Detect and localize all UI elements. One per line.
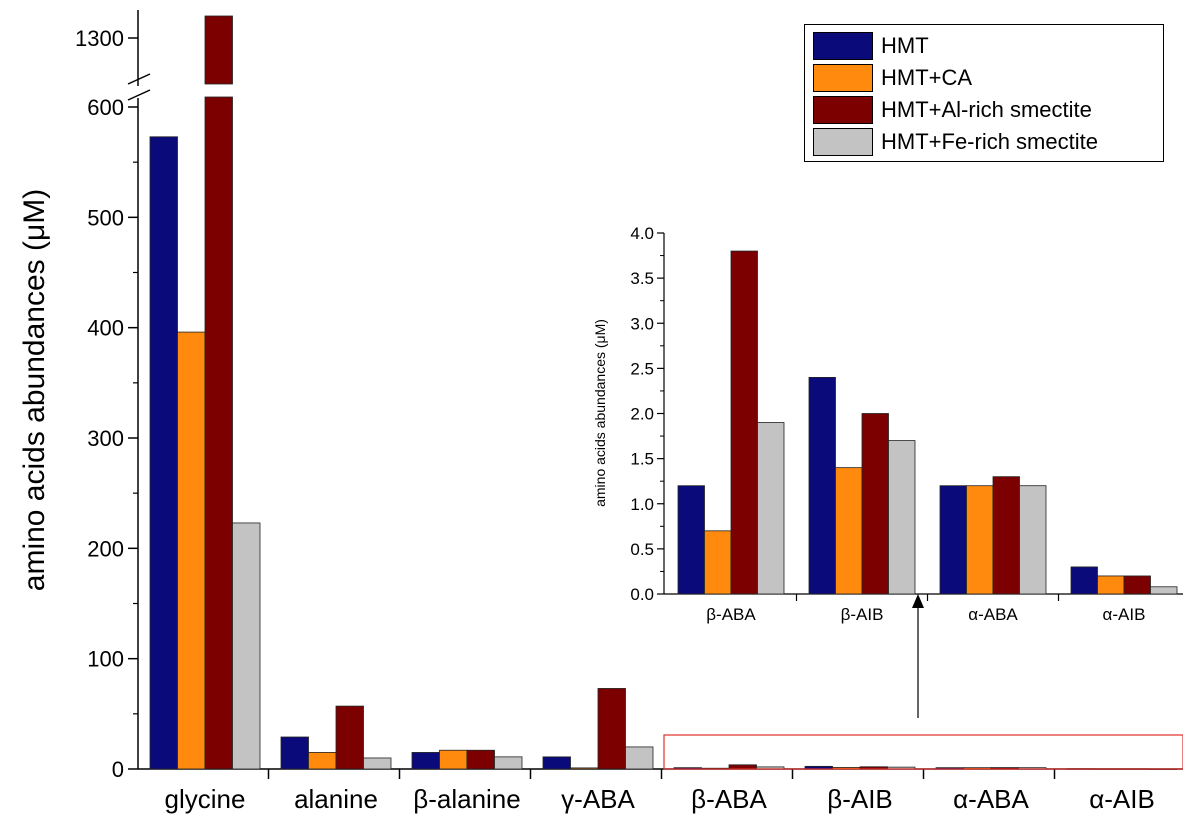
legend: HMT HMT+CA HMT+Al-rich smectite HMT+Fe-r…: [804, 24, 1164, 162]
bar-alanine-hmt-fe-rich-smectite: [363, 757, 392, 770]
legend-item-hmt-al: HMT+Al-rich smectite: [813, 95, 1092, 125]
inset-bar-aib-hmt-ca: [835, 467, 863, 595]
x-tick-label-glycine: glycine: [165, 784, 246, 814]
inset-y-tick-label: 3.5: [630, 269, 654, 288]
y-tick-label: 500: [87, 205, 124, 230]
legend-item-hmt-fe: HMT+Fe-rich smectite: [813, 127, 1098, 157]
inset-bar-aba-hmt: [677, 485, 705, 595]
inset-y-tick-label: 0.0: [630, 585, 654, 604]
bar-alanine-hmt-al-rich-smectite: [335, 705, 364, 770]
annotations: [663, 594, 1183, 770]
inset-bar-aib-hmt-fe-rich-smectite: [1150, 586, 1178, 595]
bar-aba-hmt-ca: [570, 767, 599, 770]
y-tick-label: 400: [87, 316, 124, 341]
bar-alanine-hmt-al-rich-smectite: [466, 749, 495, 770]
legend-swatch-hmt-ca: [813, 64, 873, 92]
inset-bar-aba-hmt-al-rich-smectite: [992, 476, 1020, 595]
bar-aba-hmt-al-rich-smectite: [597, 688, 626, 770]
inset-bar-aba-hmt-fe-rich-smectite: [757, 422, 785, 595]
legend-label-hmt-al: HMT+Al-rich smectite: [881, 97, 1092, 122]
inset-bar-aib-hmt: [808, 376, 836, 595]
inset-bar-aba-hmt: [939, 485, 967, 595]
inset-bar-aib-hmt: [1070, 566, 1098, 595]
y-tick-label: 1300: [75, 26, 124, 51]
zoom-region-box: [663, 734, 1183, 770]
bar-glycine-hmt-al-rich-smectite-lower: [204, 96, 233, 770]
legend-item-hmt-ca: HMT+CA: [813, 63, 972, 93]
inset-bars: [677, 250, 1178, 595]
bar-aba-hmt-al-rich-smectite: [728, 764, 757, 770]
inset-y-tick-label: 2.5: [630, 359, 654, 378]
bar-alanine-hmt: [411, 752, 440, 770]
x-tick-label-aib: α-AIB: [1089, 784, 1155, 814]
inset-y-tick-label: 1.5: [630, 450, 654, 469]
y-axis-label: amino acids abundances (μM): [18, 189, 51, 591]
legend-label-hmt-fe: HMT+Fe-rich smectite: [881, 129, 1098, 154]
main-axes: 0 100 200 300 400 500 600 1300 amino acids abund…: [18, 10, 1183, 814]
axis-break-mark: [127, 73, 151, 85]
bar-glycine-hmt-al-rich-smectite-upper: [204, 15, 233, 85]
legend-swatch-hmt-fe: [813, 128, 873, 156]
bar-glycine-hmt-fe-rich-smectite: [232, 522, 261, 770]
bar-glycine-hmt-ca: [177, 331, 206, 770]
inset-x-tick-label-aba: α-ABA: [968, 605, 1018, 624]
zoom-arrow-head: [912, 594, 924, 608]
inset-bar-aba-hmt-fe-rich-smectite: [1019, 485, 1047, 595]
inset-x-tick-label-aib: β-AIB: [841, 605, 884, 624]
legend-label-hmt: HMT: [881, 33, 929, 58]
y-tick-label: 100: [87, 647, 124, 672]
x-tick-label-alanine: β-alanine: [413, 784, 520, 814]
inset-y-tick-label: 1.0: [630, 495, 654, 514]
bar-aba-hmt: [542, 756, 571, 770]
y-tick-label: 300: [87, 426, 124, 451]
inset-y-tick-label: 2.0: [630, 405, 654, 424]
x-tick-label-aba: γ-ABA: [561, 784, 635, 814]
x-tick-label-aib: β-AIB: [827, 784, 893, 814]
y-tick-label: 0: [112, 757, 124, 782]
y-tick-label: 200: [87, 536, 124, 561]
bar-alanine-hmt: [280, 736, 309, 770]
inset-x-tick-label-aib: α-AIB: [1103, 605, 1146, 624]
inset-bar-aba-hmt-ca: [704, 530, 732, 595]
inset-x-tick-label-aba: β-ABA: [706, 605, 756, 624]
inset-bar-aib-hmt-fe-rich-smectite: [888, 440, 916, 595]
legend-swatch-hmt-al: [813, 96, 873, 124]
x-tick-label-aba: α-ABA: [953, 784, 1029, 814]
inset-y-tick-label: 4.0: [630, 224, 654, 243]
y-tick-label: 600: [87, 95, 124, 120]
inset-bar-aba-hmt-ca: [966, 485, 994, 595]
x-tick-label-alanine: alanine: [294, 784, 378, 814]
bar-alanine-hmt-ca: [439, 749, 468, 770]
bar-glycine-hmt: [149, 136, 178, 770]
axis-break-mark: [127, 89, 151, 101]
inset-y-axis-label: amino acids abundances (μM): [592, 319, 608, 507]
bar-alanine-hmt-fe-rich-smectite: [494, 756, 523, 770]
inset-bar-aib-hmt-al-rich-smectite: [1123, 575, 1151, 595]
legend-item-hmt: HMT: [813, 31, 929, 61]
legend-label-hmt-ca: HMT+CA: [881, 65, 973, 90]
bar-aba-hmt-fe-rich-smectite: [625, 746, 654, 770]
legend-swatch-hmt: [813, 32, 873, 60]
bar-alanine-hmt-ca: [308, 752, 337, 770]
x-tick-label-aba: β-ABA: [691, 784, 767, 814]
inset-bar-aib-hmt-ca: [1097, 575, 1125, 595]
inset-y-tick-label: 0.5: [630, 540, 654, 559]
inset-y-tick-label: 3.0: [630, 314, 654, 333]
inset-bar-aba-hmt-al-rich-smectite: [730, 250, 758, 595]
inset-bar-aib-hmt-al-rich-smectite: [861, 413, 889, 595]
